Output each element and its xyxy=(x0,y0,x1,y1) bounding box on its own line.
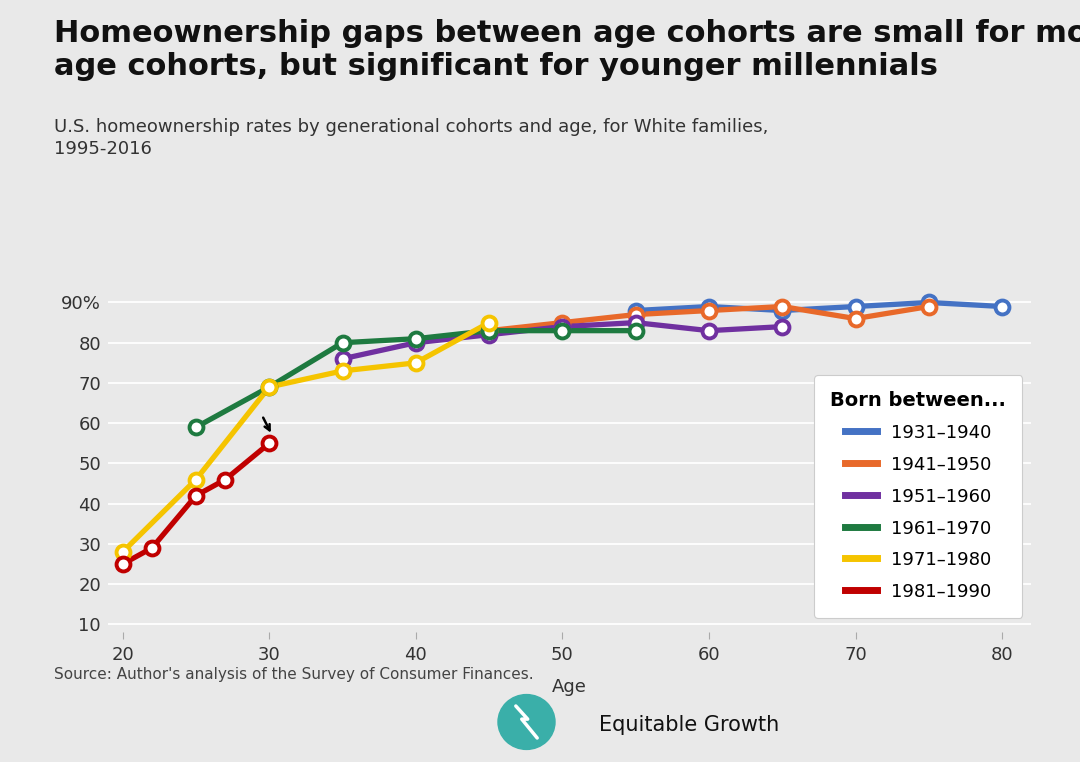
Circle shape xyxy=(498,695,555,750)
Text: U.S. homeownership rates by generational cohorts and age, for White families,
19: U.S. homeownership rates by generational… xyxy=(54,118,768,158)
Legend: 1931–1940, 1941–1950, 1951–1960, 1961–1970, 1971–1980, 1981–1990: 1931–1940, 1941–1950, 1951–1960, 1961–19… xyxy=(814,375,1023,617)
Text: Homeownership gaps between age cohorts are small for most White
age cohorts, but: Homeownership gaps between age cohorts a… xyxy=(54,19,1080,81)
X-axis label: Age: Age xyxy=(552,678,588,696)
Text: Equitable Growth: Equitable Growth xyxy=(599,716,780,735)
Text: Source: Author's analysis of the Survey of Consumer Finances.: Source: Author's analysis of the Survey … xyxy=(54,667,534,682)
